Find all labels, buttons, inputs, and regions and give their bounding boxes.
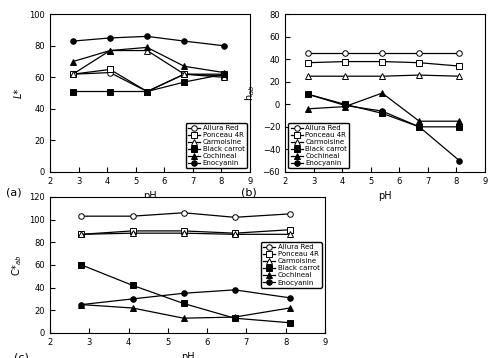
Legend: Allura Red, Ponceau 4R, Carmoisine, Black carrot, Cochineal, Enocyanin: Allura Red, Ponceau 4R, Carmoisine, Blac…: [288, 123, 349, 168]
X-axis label: pH: pH: [378, 191, 392, 201]
Y-axis label: C*$_{ab}$: C*$_{ab}$: [10, 254, 24, 276]
X-axis label: pH: pH: [143, 191, 157, 201]
X-axis label: pH: pH: [180, 352, 194, 358]
Text: (b): (b): [241, 188, 257, 198]
Y-axis label: L*: L*: [14, 88, 24, 98]
Y-axis label: h$_{ab}$: h$_{ab}$: [243, 85, 257, 101]
Legend: Allura Red, Ponceau 4R, Carmoisine, Black carrot, Cochineal, Enocyanin: Allura Red, Ponceau 4R, Carmoisine, Blac…: [186, 123, 246, 168]
Text: (c): (c): [14, 352, 29, 358]
Legend: Allura Red, Ponceau 4R, Carmoisine, Black carrot, Cochineal, Enocyanin: Allura Red, Ponceau 4R, Carmoisine, Blac…: [261, 242, 322, 287]
Text: (a): (a): [6, 188, 22, 198]
